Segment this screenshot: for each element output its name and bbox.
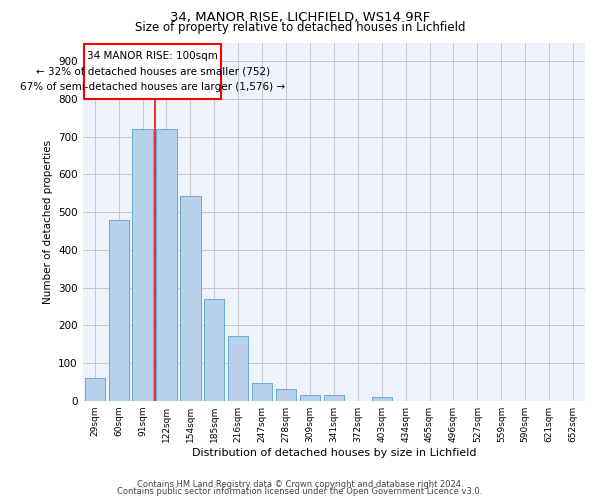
Bar — [157, 129, 176, 400]
Text: Contains HM Land Registry data © Crown copyright and database right 2024.: Contains HM Land Registry data © Crown c… — [137, 480, 463, 489]
Bar — [84, 44, 221, 99]
X-axis label: Distribution of detached houses by size in Lichfield: Distribution of detached houses by size … — [191, 448, 476, 458]
Bar — [300, 395, 320, 400]
Bar — [228, 336, 248, 400]
Bar — [371, 398, 392, 400]
Bar — [180, 196, 200, 400]
Bar — [324, 396, 344, 400]
Text: ← 32% of detached houses are smaller (752): ← 32% of detached houses are smaller (75… — [35, 66, 270, 76]
Y-axis label: Number of detached properties: Number of detached properties — [43, 140, 53, 304]
Bar — [276, 388, 296, 400]
Text: Size of property relative to detached houses in Lichfield: Size of property relative to detached ho… — [135, 21, 465, 34]
Bar — [204, 299, 224, 400]
Text: Contains public sector information licensed under the Open Government Licence v3: Contains public sector information licen… — [118, 487, 482, 496]
Bar — [109, 220, 129, 400]
Text: 34, MANOR RISE, LICHFIELD, WS14 9RF: 34, MANOR RISE, LICHFIELD, WS14 9RF — [170, 11, 430, 24]
Bar — [252, 384, 272, 400]
Text: 67% of semi-detached houses are larger (1,576) →: 67% of semi-detached houses are larger (… — [20, 82, 286, 92]
Text: 34 MANOR RISE: 100sqm: 34 MANOR RISE: 100sqm — [88, 52, 218, 62]
Bar — [85, 378, 105, 400]
Bar — [133, 129, 153, 400]
